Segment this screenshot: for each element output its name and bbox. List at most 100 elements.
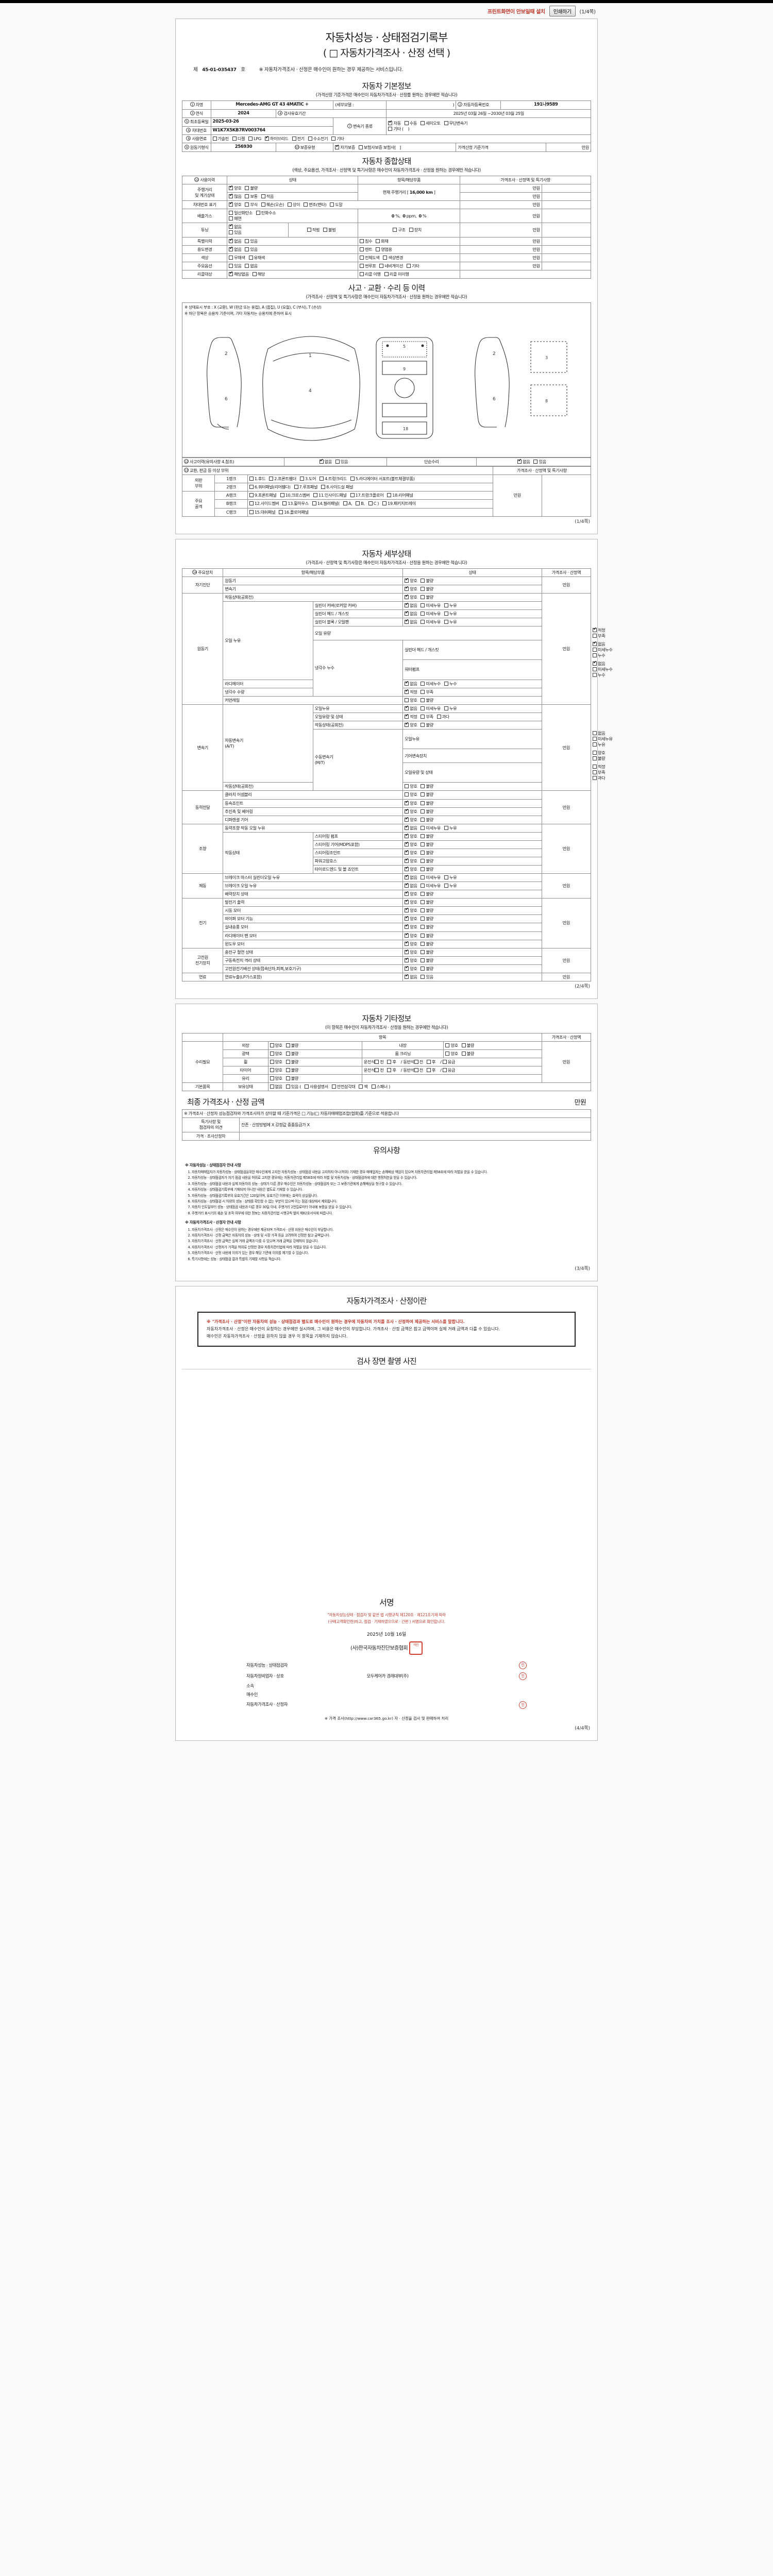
state-option[interactable]: 불량 <box>421 867 433 872</box>
state-option[interactable]: 부식 <box>245 202 258 208</box>
part-option[interactable]: 12.사이드멤버 <box>249 501 279 506</box>
checkbox[interactable] <box>421 850 425 855</box>
checkbox[interactable] <box>229 255 233 260</box>
state-option[interactable]: 불량 <box>421 698 433 703</box>
state-option[interactable]: 양호 <box>405 594 417 600</box>
checkbox[interactable] <box>249 477 254 481</box>
checkbox[interactable] <box>350 493 355 498</box>
state-option[interactable]: 부족 <box>592 770 606 775</box>
checkbox[interactable] <box>592 756 597 761</box>
checkbox[interactable] <box>229 270 233 276</box>
fuel-option[interactable]: 가솔린 <box>212 136 229 142</box>
checkbox[interactable] <box>405 808 409 814</box>
checkbox[interactable] <box>444 121 448 126</box>
checkbox[interactable] <box>405 866 409 871</box>
part-option[interactable]: 3.도어 <box>299 476 316 482</box>
checkbox[interactable] <box>405 857 409 863</box>
state-option[interactable]: 불량 <box>421 924 433 930</box>
checkbox[interactable] <box>592 626 597 632</box>
part-option[interactable]: 4.트렁크리드 <box>320 476 347 482</box>
part-option[interactable]: 9.프론트패널 <box>249 493 277 498</box>
item-option[interactable]: 렌트 <box>359 247 373 252</box>
checkbox[interactable] <box>405 890 409 896</box>
part-option[interactable]: 18.리어패널 <box>387 493 413 498</box>
checkbox[interactable] <box>270 1052 274 1056</box>
state-option[interactable]: 없음 <box>245 263 258 269</box>
state-option[interactable]: 양호 <box>270 1067 282 1073</box>
state-option[interactable]: 불량 <box>285 1043 298 1048</box>
state-option[interactable]: 훼손(오손) <box>261 202 284 208</box>
checkbox[interactable] <box>229 223 233 229</box>
checkbox[interactable] <box>445 1043 450 1047</box>
part-option[interactable]: B, <box>356 501 365 506</box>
state-option[interactable]: 적정 <box>405 713 417 720</box>
state-option[interactable]: 유채색 <box>248 255 265 261</box>
part-option[interactable]: 11.인사이드패널 <box>313 493 347 498</box>
fuel-option[interactable]: LPG <box>248 136 261 142</box>
checkbox[interactable] <box>444 603 448 607</box>
state-option[interactable]: 불량 <box>421 858 433 864</box>
checkbox[interactable] <box>405 948 409 954</box>
state-option[interactable]: 누수 <box>592 653 606 658</box>
wheel-option[interactable]: 후 <box>387 1067 396 1073</box>
part-option[interactable]: 2.프론트휀더 <box>269 476 296 482</box>
checkbox[interactable] <box>421 578 425 583</box>
checkbox[interactable] <box>533 460 538 464</box>
checkbox[interactable] <box>461 1052 466 1056</box>
state-option[interactable]: 양호 <box>229 184 242 191</box>
fuel-option[interactable]: 기타 <box>331 136 344 142</box>
checkbox[interactable] <box>229 216 233 221</box>
checkbox[interactable] <box>375 1068 379 1073</box>
checkbox[interactable] <box>421 867 425 871</box>
checkbox[interactable] <box>382 501 387 506</box>
checkbox[interactable] <box>592 648 597 652</box>
state-option[interactable]: 있음 <box>229 263 242 269</box>
state-option[interactable]: 있음 <box>421 974 433 980</box>
checkbox[interactable] <box>426 1060 431 1064</box>
part-option[interactable]: 1.후드 <box>249 476 266 482</box>
checkbox[interactable] <box>248 255 253 260</box>
state-option[interactable]: 양호 <box>405 899 417 905</box>
checkbox[interactable] <box>287 202 292 207</box>
checkbox[interactable] <box>232 137 237 141</box>
checkbox[interactable] <box>421 121 425 126</box>
state-option[interactable]: 양호 <box>405 849 417 856</box>
checkbox[interactable] <box>280 493 284 498</box>
state-option[interactable]: 미세누유 <box>421 603 441 608</box>
state-option[interactable]: 불량 <box>421 958 433 963</box>
checkbox[interactable] <box>405 577 409 583</box>
state-option[interactable]: 불량 <box>421 850 433 856</box>
checkbox[interactable] <box>592 673 597 677</box>
checkbox[interactable] <box>414 1068 418 1073</box>
state-option[interactable]: 적정 <box>405 688 417 695</box>
state-option[interactable]: 불량 <box>421 784 433 789</box>
state-option[interactable]: 양호 <box>405 957 417 963</box>
item-option[interactable]: 리콜 미이행 <box>384 272 409 277</box>
checkbox[interactable] <box>229 246 233 251</box>
hold-item-option[interactable]: 스패너 ) <box>371 1084 390 1090</box>
part-option[interactable]: 17.트렁크플로어 <box>350 493 384 498</box>
checkbox[interactable] <box>592 776 597 781</box>
state-option[interactable]: 양호 <box>405 907 417 913</box>
checkbox[interactable] <box>245 194 249 199</box>
checkbox[interactable] <box>335 460 340 464</box>
state-option[interactable]: 미세누유 <box>421 825 441 831</box>
checkbox[interactable] <box>308 137 312 141</box>
checkbox[interactable] <box>282 501 287 506</box>
checkbox[interactable] <box>592 640 597 647</box>
state-option[interactable]: 양호 <box>405 698 417 703</box>
state-option[interactable]: 없음 <box>592 731 606 736</box>
transmission-option[interactable]: 세미오토 <box>421 121 441 126</box>
state-option[interactable]: 불량 <box>421 792 433 798</box>
checkbox[interactable] <box>350 477 355 481</box>
checkbox[interactable] <box>323 227 328 232</box>
state-option[interactable]: 누유 <box>444 883 457 889</box>
checkbox[interactable] <box>312 501 316 506</box>
state-option[interactable]: 과다 <box>592 775 606 781</box>
checkbox[interactable] <box>421 681 425 686</box>
state-option[interactable]: 양호 <box>405 800 417 806</box>
checkbox[interactable] <box>405 824 409 830</box>
state-option[interactable]: 누유 <box>444 603 457 608</box>
checkbox[interactable] <box>444 884 448 888</box>
checkbox[interactable] <box>421 817 425 822</box>
